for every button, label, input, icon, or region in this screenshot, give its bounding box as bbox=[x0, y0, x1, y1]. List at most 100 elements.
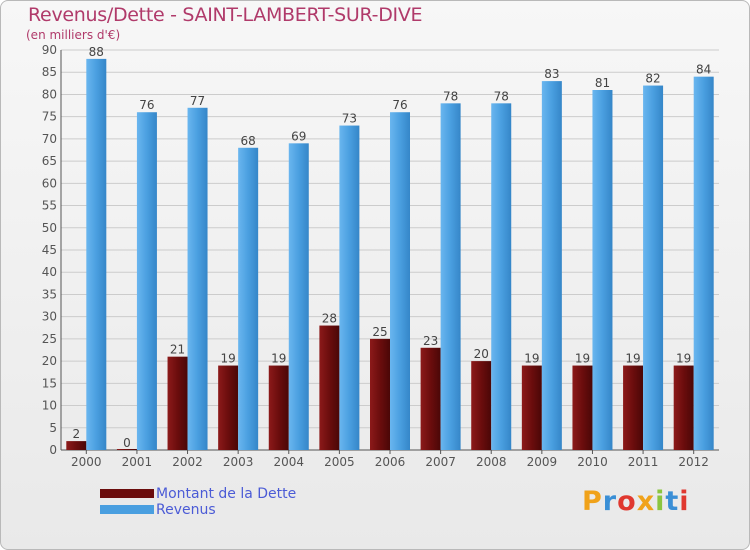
x-tick-label: 2010 bbox=[577, 455, 608, 469]
bar-dette bbox=[218, 365, 239, 450]
x-tick-label: 2001 bbox=[122, 455, 153, 469]
chart-subtitle: (en milliers d'€) bbox=[26, 28, 121, 42]
value-label-dette: 28 bbox=[322, 312, 337, 326]
bar-dette bbox=[66, 441, 87, 450]
y-tick-label: 15 bbox=[42, 376, 57, 390]
value-label-revenus: 81 bbox=[595, 76, 610, 90]
x-tick-label: 2009 bbox=[527, 455, 558, 469]
value-label-revenus: 78 bbox=[494, 89, 509, 103]
bar-revenus bbox=[541, 81, 562, 450]
bar-dette bbox=[673, 365, 694, 450]
y-tick-label: 55 bbox=[42, 199, 57, 213]
bar-dette bbox=[471, 361, 492, 450]
value-label-dette: 25 bbox=[372, 325, 387, 339]
bar-revenus bbox=[339, 125, 360, 451]
bar-revenus bbox=[693, 76, 714, 451]
y-tick-label: 80 bbox=[42, 87, 57, 101]
y-tick-label: 70 bbox=[42, 132, 57, 146]
x-tick-label: 2005 bbox=[324, 455, 355, 469]
legend-swatch-dette bbox=[100, 489, 154, 498]
x-tick-label: 2006 bbox=[375, 455, 406, 469]
y-tick-label: 45 bbox=[42, 243, 57, 257]
y-tick-label: 5 bbox=[49, 421, 57, 435]
bar-revenus bbox=[440, 103, 461, 450]
legend-swatch-revenus bbox=[100, 505, 154, 514]
value-label-revenus: 82 bbox=[645, 72, 660, 86]
value-label-revenus: 68 bbox=[241, 134, 256, 148]
y-tick-label: 20 bbox=[42, 354, 57, 368]
value-label-dette: 19 bbox=[676, 352, 691, 366]
bar-revenus bbox=[643, 85, 664, 451]
value-label-revenus: 76 bbox=[392, 98, 407, 112]
value-label-dette: 2 bbox=[72, 427, 80, 441]
bar-dette bbox=[268, 365, 289, 450]
y-tick-label: 25 bbox=[42, 332, 57, 346]
value-label-dette: 21 bbox=[170, 343, 185, 357]
bar-revenus bbox=[592, 90, 613, 450]
x-tick-label: 2008 bbox=[476, 455, 507, 469]
logo-letter: t bbox=[665, 486, 680, 517]
x-tick-label: 2000 bbox=[71, 455, 102, 469]
bar-revenus bbox=[136, 112, 157, 450]
value-label-revenus: 78 bbox=[443, 89, 458, 103]
value-label-dette: 19 bbox=[575, 352, 590, 366]
bar-revenus bbox=[187, 107, 208, 451]
y-tick-label: 60 bbox=[42, 176, 57, 190]
x-tick-label: 2003 bbox=[223, 455, 254, 469]
bar-dette bbox=[623, 365, 644, 450]
legend-label-revenus: Revenus bbox=[156, 502, 216, 518]
x-tick-label: 2002 bbox=[172, 455, 203, 469]
value-label-revenus: 73 bbox=[342, 112, 357, 126]
value-label-dette: 23 bbox=[423, 334, 438, 348]
value-label-dette: 19 bbox=[524, 352, 539, 366]
y-tick-label: 75 bbox=[42, 110, 57, 124]
chart-title: Revenus/Dette - SAINT-LAMBERT-SUR-DIVE bbox=[28, 4, 423, 26]
value-label-revenus: 84 bbox=[696, 63, 711, 77]
bar-dette bbox=[370, 338, 390, 450]
logo-letter: r bbox=[602, 486, 618, 517]
y-tick-label: 0 bbox=[49, 443, 57, 457]
bar-dette bbox=[167, 356, 188, 450]
bar-dette bbox=[116, 449, 137, 450]
bar-revenus bbox=[390, 112, 410, 450]
bar-revenus bbox=[288, 143, 309, 451]
bar-dette bbox=[572, 365, 593, 450]
y-tick-label: 50 bbox=[42, 221, 57, 235]
value-label-revenus: 69 bbox=[291, 129, 306, 143]
bar-dette bbox=[319, 325, 340, 450]
y-tick-label: 35 bbox=[42, 287, 57, 301]
y-tick-label: 65 bbox=[42, 154, 57, 168]
value-label-revenus: 83 bbox=[544, 67, 559, 81]
x-tick-label: 2007 bbox=[425, 455, 456, 469]
bar-revenus bbox=[491, 103, 512, 450]
logo-letter: x bbox=[636, 486, 656, 517]
x-tick-label: 2004 bbox=[273, 455, 304, 469]
x-tick-label: 2011 bbox=[628, 455, 659, 469]
value-label-revenus: 77 bbox=[190, 94, 205, 108]
value-label-dette: 19 bbox=[221, 352, 236, 366]
y-tick-label: 40 bbox=[42, 265, 57, 279]
y-tick-label: 10 bbox=[42, 399, 57, 413]
value-label-dette: 19 bbox=[271, 352, 286, 366]
bar-revenus bbox=[238, 147, 259, 450]
proxiti-logo: Proxiti bbox=[582, 486, 690, 517]
legend-label-dette: Montant de la Dette bbox=[156, 486, 297, 502]
value-label-dette: 19 bbox=[625, 352, 640, 366]
bar-dette bbox=[521, 365, 542, 450]
value-label-dette: 20 bbox=[474, 347, 489, 361]
logo-letter: i bbox=[655, 486, 666, 517]
bar-revenus bbox=[86, 58, 107, 451]
logo-letter: o bbox=[617, 486, 637, 517]
y-tick-label: 90 bbox=[42, 43, 57, 57]
logo-letter: P bbox=[582, 486, 603, 517]
y-tick-label: 85 bbox=[42, 65, 57, 79]
value-label-revenus: 76 bbox=[139, 98, 154, 112]
y-tick-label: 30 bbox=[42, 310, 57, 324]
logo-letter: i bbox=[679, 486, 690, 517]
value-label-dette: 0 bbox=[123, 436, 131, 450]
value-label-revenus: 88 bbox=[89, 45, 104, 59]
bar-dette bbox=[420, 347, 441, 450]
x-tick-label: 2012 bbox=[678, 455, 709, 469]
